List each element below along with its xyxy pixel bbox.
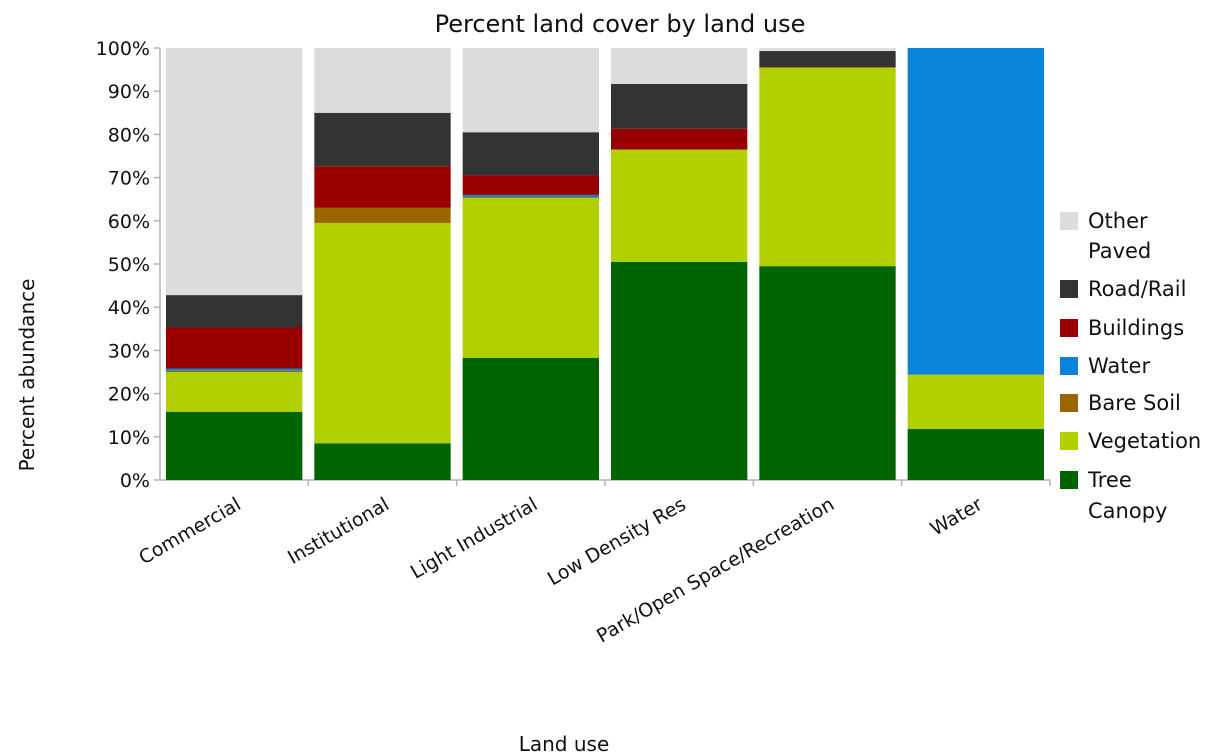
- legend-swatch: [1060, 357, 1078, 375]
- y-tick-label: 20%: [108, 384, 150, 406]
- legend-swatch: [1060, 319, 1078, 337]
- bar-segment: [314, 48, 451, 113]
- bar-segment: [314, 166, 451, 208]
- y-tick-label: 90%: [108, 81, 150, 103]
- bar-segment: [611, 83, 748, 129]
- bar-segment: [611, 128, 748, 150]
- bar-segment: [907, 429, 1044, 480]
- legend-label: Tree: [1087, 468, 1132, 492]
- y-tick-label: 10%: [108, 427, 150, 449]
- legend-label: Road/Rail: [1088, 277, 1186, 301]
- bar-segment: [759, 51, 896, 68]
- y-axis-title: Percent abundance: [15, 279, 39, 472]
- bar-segment: [166, 48, 303, 296]
- x-tick-label: Light Industrial: [407, 493, 541, 583]
- bar-segment: [759, 266, 896, 480]
- y-tick-label: 40%: [108, 297, 150, 319]
- bar-segment: [314, 443, 451, 480]
- bar-segment: [166, 327, 303, 369]
- legend-swatch: [1060, 432, 1078, 450]
- plot-area: 0% 10% 20% 30% 40% 50% 60% 70% 80% 90% 100% Commerc…: [96, 38, 1051, 647]
- x-tick-label: Commercial: [135, 493, 244, 569]
- y-tick-label: 50%: [108, 254, 150, 276]
- bar-segment: [759, 67, 896, 267]
- bar-segment: [166, 295, 303, 328]
- bar-segment: [462, 357, 599, 480]
- y-tick-label: 100%: [96, 38, 150, 60]
- legend-swatch: [1060, 471, 1078, 489]
- legend-label: Canopy: [1088, 499, 1167, 523]
- bar-segment: [462, 197, 599, 358]
- x-tick-label: Water: [927, 493, 987, 540]
- legend-label: Water: [1088, 354, 1150, 378]
- bar-segment: [314, 112, 451, 167]
- bar-segment: [462, 48, 599, 133]
- y-tick-label: 60%: [108, 211, 150, 233]
- legend-label: Vegetation: [1088, 429, 1201, 453]
- legend-swatch: [1060, 394, 1078, 412]
- bar-segment: [314, 222, 451, 444]
- bar-segment: [166, 411, 303, 480]
- chart-title: Percent land cover by land use: [435, 10, 806, 38]
- y-tick-label: 80%: [108, 124, 150, 146]
- bar-segment: [314, 207, 451, 223]
- bar-segment: [462, 175, 599, 195]
- bar-segment: [166, 370, 303, 372]
- legend-swatch: [1060, 280, 1078, 298]
- legend-label: Bare Soil: [1088, 391, 1181, 415]
- bar-segment: [166, 372, 303, 412]
- x-tick-label: Low Density Res: [544, 493, 690, 590]
- legend-swatch: [1060, 212, 1078, 230]
- bar-segment: [611, 149, 748, 262]
- bar-segment: [759, 48, 896, 52]
- y-tick-label: 70%: [108, 168, 150, 190]
- x-tick-label: Park/Open Space/Recreation: [593, 493, 838, 647]
- x-axis-title: Land use: [519, 732, 610, 755]
- legend-label: Paved: [1088, 239, 1151, 263]
- bar-segment: [907, 374, 1044, 430]
- legend-label: Buildings: [1088, 316, 1184, 340]
- bar-segment: [462, 132, 599, 176]
- bar-segment: [907, 48, 1044, 375]
- y-tick-label: 0%: [120, 470, 150, 492]
- bar-segment: [611, 261, 748, 480]
- legend-label: Other: [1088, 209, 1148, 233]
- legend: Other Paved Road/Rail Buildings Water Bare So…: [1060, 209, 1201, 523]
- bar-segment: [611, 48, 748, 84]
- bar-segment: [462, 197, 599, 198]
- bar-segment: [462, 194, 599, 198]
- y-tick-label: 30%: [108, 340, 150, 362]
- x-tick-label: Institutional: [284, 493, 393, 569]
- bar-segment: [166, 368, 303, 371]
